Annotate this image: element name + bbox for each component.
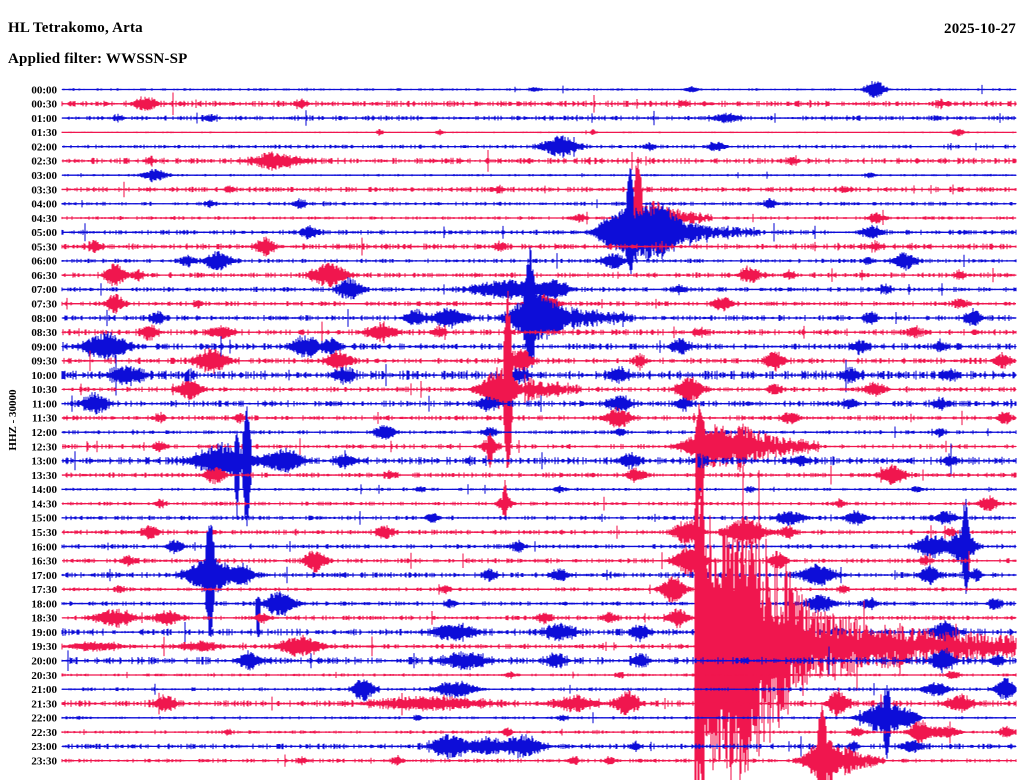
trace-row-05:00 [61,168,1017,275]
trace-row-09:00 [61,331,1017,360]
trace-row-23:30 [61,705,1017,780]
row-time-label-00:30: 00:30 [31,99,57,111]
trace-row-23:00 [61,734,1017,760]
row-time-label-18:30: 18:30 [31,613,57,625]
row-time-label-02:00: 02:00 [31,141,57,153]
trace-row-17:30 [61,576,1017,603]
trace-row-06:30 [61,262,1017,288]
row-time-label-07:30: 07:30 [31,299,57,311]
trace-row-07:00 [61,277,1017,301]
trace-row-13:00 [61,406,1017,527]
row-time-label-05:30: 05:30 [31,241,57,253]
row-time-label-14:30: 14:30 [31,498,57,510]
row-time-label-20:00: 20:00 [31,656,57,668]
row-time-label-03:00: 03:00 [31,170,57,182]
trace-row-21:30 [61,687,1017,717]
row-time-label-17:00: 17:00 [31,570,57,582]
row-time-label-17:30: 17:30 [31,584,57,596]
row-time-label-00:00: 00:00 [31,84,57,96]
row-time-label-10:00: 10:00 [31,370,57,382]
trace-row-11:00 [61,392,1017,415]
row-time-label-21:00: 21:00 [31,684,57,696]
trace-row-04:30 [61,156,1017,254]
row-time-label-13:00: 13:00 [31,456,57,468]
row-time-label-15:30: 15:30 [31,527,57,539]
station-title: HL Tetrakomo, Arta [8,20,143,36]
row-time-label-06:00: 06:00 [31,256,57,268]
trace-row-07:30 [61,287,1015,339]
row-time-label-11:30: 11:30 [32,413,58,425]
row-time-label-03:30: 03:30 [31,184,57,196]
row-time-label-02:30: 02:30 [31,156,57,168]
trace-row-01:00 [61,110,1017,126]
trace-row-13:30 [61,464,1017,485]
trace-row-05:30 [61,236,1017,257]
row-time-label-04:00: 04:00 [31,199,57,211]
applied-filter-label: Applied filter: WWSSN-SP [8,51,188,67]
trace-row-01:30 [61,128,1017,137]
trace-row-15:30 [61,516,1016,548]
row-time-label-05:00: 05:00 [31,227,57,239]
row-time-label-23:30: 23:30 [31,756,57,768]
row-time-label-01:00: 01:00 [31,113,57,125]
row-time-label-20:30: 20:30 [31,670,57,682]
row-time-label-10:30: 10:30 [31,384,57,396]
row-time-label-21:30: 21:30 [31,698,57,710]
trace-row-18:30 [61,608,1017,629]
row-time-label-09:30: 09:30 [31,356,57,368]
row-time-label-13:30: 13:30 [31,470,57,482]
trace-row-14:30 [61,480,1017,517]
row-time-label-16:00: 16:00 [31,541,57,553]
trace-row-00:30 [61,92,1017,116]
row-time-label-18:00: 18:00 [31,598,57,610]
row-time-label-15:00: 15:00 [31,513,57,525]
row-time-label-14:00: 14:00 [31,484,57,496]
trace-row-03:00 [61,169,1017,183]
row-time-label-01:30: 01:30 [31,127,57,139]
row-time-label-08:00: 08:00 [31,313,57,325]
trace-row-02:30 [61,150,1017,172]
trace-row-09:30 [61,347,1017,376]
row-time-label-19:00: 19:00 [31,627,57,639]
trace-row-12:30 [62,403,1017,500]
trace-row-11:30 [61,406,1017,428]
row-time-label-19:30: 19:30 [31,641,57,653]
trace-row-19:30 [61,448,1017,780]
trace-row-06:00 [61,251,1017,271]
row-time-label-11:00: 11:00 [32,399,58,411]
row-time-label-08:30: 08:30 [31,327,57,339]
row-time-label-04:30: 04:30 [31,213,57,225]
trace-row-08:30 [61,321,1017,344]
row-time-label-06:30: 06:30 [31,270,57,282]
trace-row-20:30 [61,671,1017,679]
date-label: 2025-10-27 [944,21,1016,37]
trace-row-08:00 [61,247,1017,368]
row-time-label-12:00: 12:00 [31,427,57,439]
row-time-label-12:30: 12:30 [31,441,57,453]
trace-row-14:00 [61,484,1017,506]
trace-row-15:00 [61,510,1016,526]
trace-row-10:30 [61,290,1017,468]
row-time-label-07:00: 07:00 [31,284,57,296]
trace-row-04:00 [61,198,1017,209]
trace-row-21:00 [61,677,1017,702]
row-time-label-16:30: 16:30 [31,556,57,568]
row-time-label-09:00: 09:00 [31,341,57,353]
trace-row-22:00 [61,685,1016,759]
trace-row-02:00 [62,135,1017,158]
trace-row-10:00 [61,355,1017,396]
row-time-label-23:00: 23:00 [31,741,57,753]
trace-row-20:00 [61,646,1017,675]
row-time-label-22:00: 22:00 [31,713,57,725]
trace-row-00:00 [61,81,1017,98]
trace-row-03:30 [61,181,1017,198]
row-time-label-22:30: 22:30 [31,727,57,739]
